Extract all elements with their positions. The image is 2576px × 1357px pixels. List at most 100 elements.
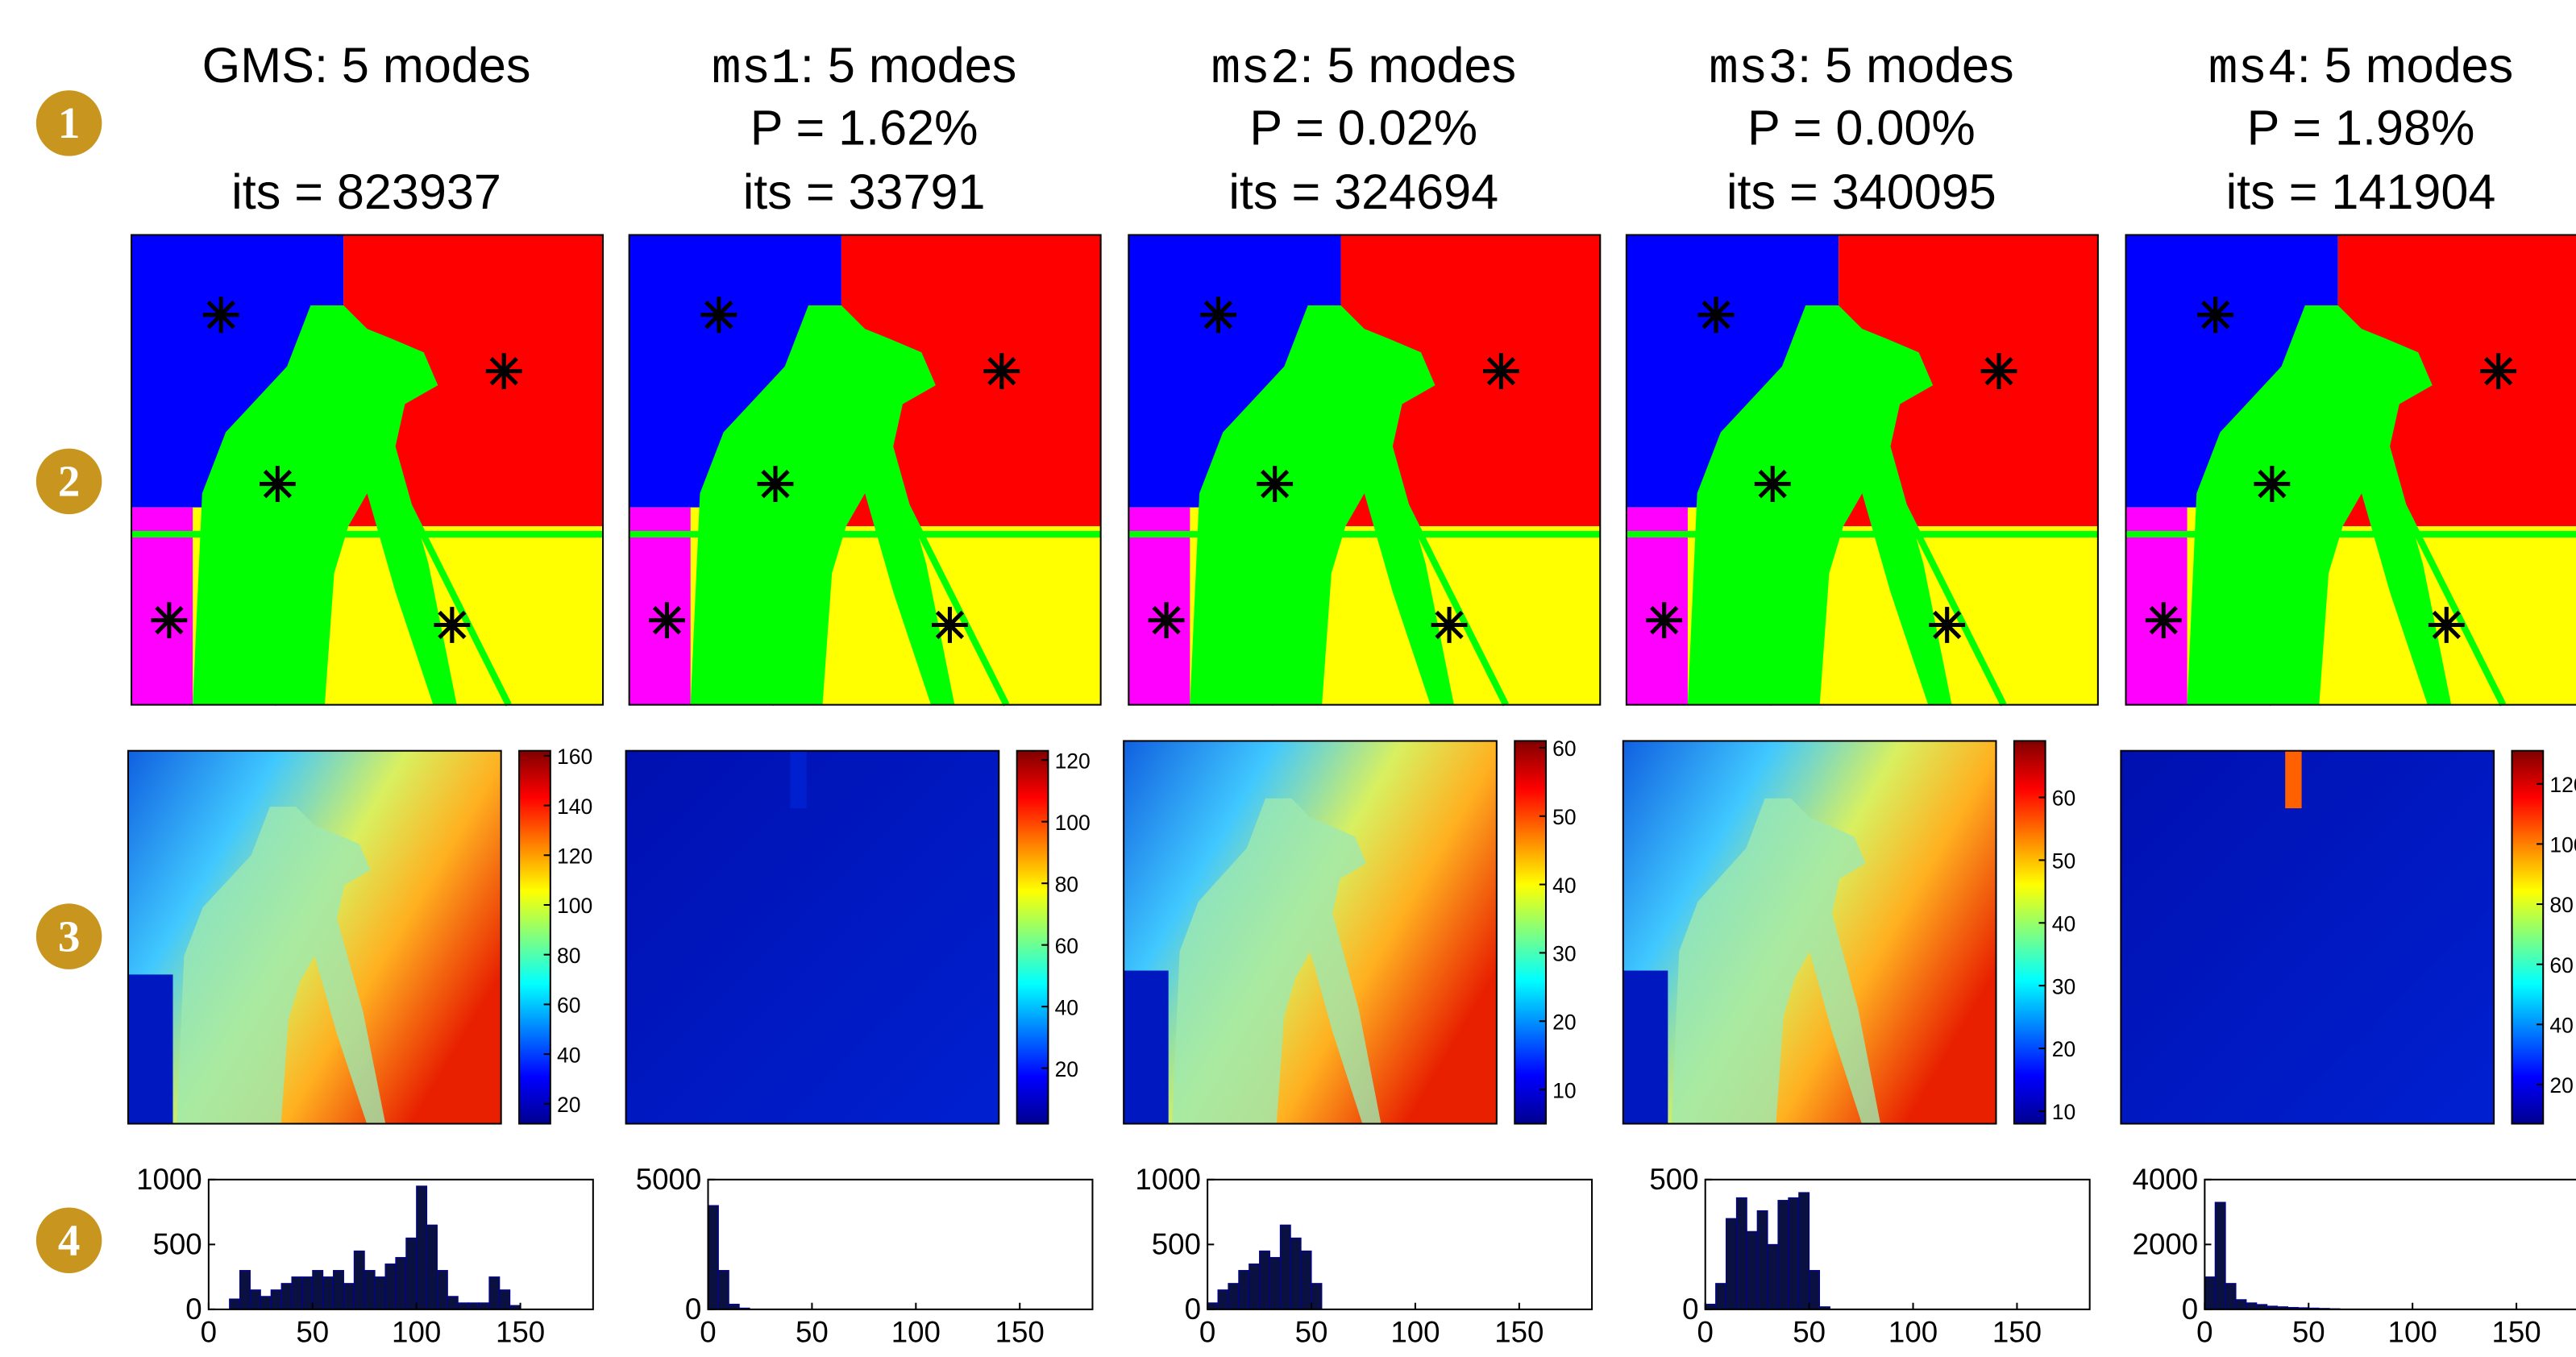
colorbar-tick-label: 40 <box>557 1043 580 1067</box>
colorbar-tick-label: 60 <box>1055 934 1078 958</box>
heatmap-silhouette <box>1172 798 1381 1124</box>
y-tick-label: 4000 <box>2133 1163 2199 1196</box>
horizon <box>1128 530 1601 538</box>
mode-star <box>1152 606 1181 635</box>
heatmap-frame <box>1622 740 1997 1125</box>
horizon <box>1626 530 2098 538</box>
colorbar-tick-label: 20 <box>557 1093 580 1117</box>
panel-frame <box>1128 234 1602 706</box>
y-tick-label: 500 <box>152 1228 202 1261</box>
iterations: its = 141904 <box>2226 164 2496 219</box>
row-label: 2 <box>58 457 81 506</box>
mode-star <box>704 301 733 330</box>
x-tick-label: 50 <box>2292 1316 2325 1349</box>
hist-bar <box>1259 1250 1270 1310</box>
hist-bar <box>322 1276 334 1310</box>
colorbar-tick-label: 100 <box>2549 833 2576 857</box>
heatmap-streak <box>2285 750 2302 809</box>
mode-count: : 5 modes <box>1300 38 1516 93</box>
row-badge <box>35 903 102 969</box>
silhouette <box>193 305 457 705</box>
hist-bar <box>1788 1197 1800 1310</box>
hist-bar <box>2214 1201 2226 1310</box>
colorbar-tick-label: 20 <box>2549 1073 2573 1098</box>
colorbar-tick-label: 140 <box>557 795 592 819</box>
colorbar <box>518 749 551 1125</box>
region-magenta <box>629 507 691 705</box>
iterations: its = 823937 <box>231 164 501 219</box>
tripod-leg <box>767 468 868 707</box>
colorbar-tick-label: 10 <box>2052 1100 2075 1124</box>
hist-bar <box>1269 1256 1281 1310</box>
x-tick-label: 0 <box>700 1316 716 1349</box>
colorbar-tick-label: 120 <box>2549 773 2576 797</box>
mode-star <box>2483 356 2513 386</box>
x-tick-label: 0 <box>1697 1316 1714 1349</box>
hist-bar <box>239 1270 251 1310</box>
iterations: its = 33791 <box>743 164 986 219</box>
colorbar <box>2013 740 2046 1125</box>
mode-star <box>1984 356 2013 386</box>
hist-bar <box>364 1270 376 1310</box>
hist-frame <box>707 1178 1094 1310</box>
x-tick-label: 100 <box>392 1316 441 1349</box>
hist-bar <box>260 1296 272 1310</box>
column-title: ms2: 5 modes <box>1211 38 1517 98</box>
hist-bar <box>416 1185 428 1310</box>
hist-bar <box>499 1289 511 1310</box>
hist-bar <box>436 1270 448 1310</box>
hist-bar <box>457 1302 469 1310</box>
colorbar-tick-label: 50 <box>2052 849 2075 874</box>
hist-bar <box>1217 1289 1229 1310</box>
x-tick-label: 0 <box>2196 1316 2212 1349</box>
mode-star <box>263 469 293 499</box>
mode-star <box>761 469 790 499</box>
silhouette <box>2187 305 2452 705</box>
heatmap-silhouette <box>1671 798 1881 1124</box>
heatmap <box>2121 750 2495 1124</box>
hist-bar <box>488 1276 501 1310</box>
row-label: 4 <box>58 1216 81 1265</box>
y-tick-label: 0 <box>185 1293 202 1326</box>
silhouette <box>690 305 955 705</box>
colorbar-tick-label: 30 <box>2052 974 2075 998</box>
hist-bar <box>2204 1276 2216 1310</box>
hist-bar <box>374 1276 386 1310</box>
x-tick-label: 150 <box>995 1316 1045 1349</box>
probability: P = 1.62% <box>750 100 978 155</box>
method-name: ms3 <box>1709 42 1797 98</box>
iterations: its = 340095 <box>1726 164 1996 219</box>
colorbar-tick-label: 60 <box>2052 786 2075 811</box>
x-tick-label: 50 <box>296 1316 329 1349</box>
hist-bar <box>280 1283 293 1310</box>
hist-bar <box>343 1283 355 1310</box>
region-magenta <box>2125 507 2188 705</box>
row-badge <box>35 1207 102 1274</box>
region-magenta <box>1128 507 1190 705</box>
region-magenta <box>1626 507 1688 705</box>
mode-star <box>1435 610 1464 640</box>
hist-bar <box>1279 1224 1291 1310</box>
hist-bar <box>1798 1192 1810 1310</box>
mode-star <box>1701 301 1730 330</box>
tripod-leg <box>2264 468 2365 707</box>
hist-bar <box>447 1296 459 1310</box>
column-title: ms4: 5 modes <box>2208 38 2514 98</box>
probability: P = 1.98% <box>2247 100 2475 155</box>
hist-bar <box>1725 1218 1737 1310</box>
tripod-leg <box>1882 468 2007 707</box>
hist-bar <box>1715 1283 1727 1310</box>
y-tick-label: 0 <box>1185 1293 1201 1326</box>
x-tick-label: 100 <box>1390 1316 1440 1349</box>
colorbar-tick-label: 20 <box>1055 1057 1078 1081</box>
colorbar <box>1016 749 1049 1125</box>
x-tick-label: 150 <box>1992 1316 2042 1349</box>
panel-frame <box>131 234 605 706</box>
colorbar-tick-label: 40 <box>2052 911 2075 936</box>
hist-frame <box>1704 1178 2091 1310</box>
tripod-leg <box>885 468 1010 707</box>
column-title: ms1: 5 modes <box>712 38 1017 98</box>
tripod-leg <box>388 468 512 707</box>
x-tick-label: 150 <box>496 1316 545 1349</box>
